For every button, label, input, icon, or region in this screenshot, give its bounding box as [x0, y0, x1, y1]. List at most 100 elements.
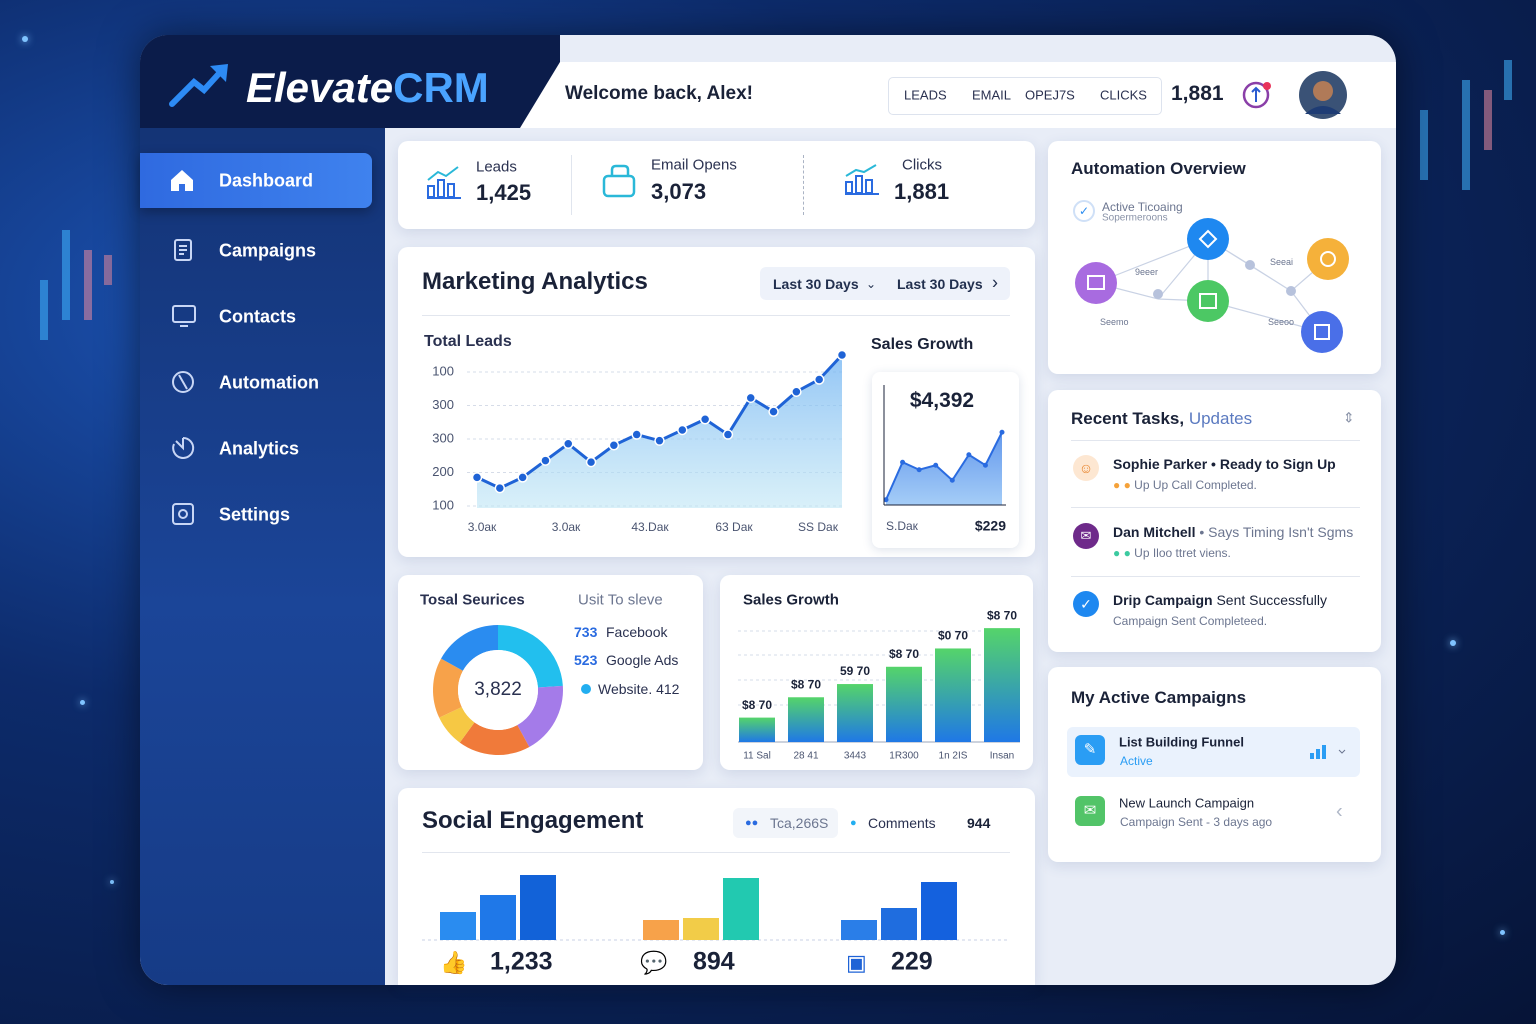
- point: [916, 467, 922, 473]
- social-icon: 💬: [640, 950, 668, 975]
- point: [966, 452, 972, 458]
- bg-dot: [22, 36, 28, 42]
- chart-title: Total Leads: [424, 333, 512, 350]
- bg-dot: [80, 700, 85, 705]
- filter[interactable]: Last 30 Days: [897, 276, 983, 292]
- bar: [480, 895, 516, 940]
- sort-icon[interactable]: ⇕: [1343, 409, 1355, 426]
- x-tick-label: 63 Daк: [715, 520, 753, 534]
- legend-dot: [581, 684, 591, 694]
- point: [791, 386, 802, 397]
- campaign-name: New Launch Campaign: [1119, 795, 1255, 811]
- group-total: 1,233: [490, 948, 553, 976]
- x-tick-label: 28 41: [793, 751, 818, 762]
- donut-center: 3,822: [474, 679, 522, 700]
- card-title: Marketing Analytics: [422, 268, 648, 295]
- tab[interactable]: CLICKS: [1100, 87, 1147, 103]
- x-tick-label: Insan: [990, 751, 1014, 762]
- task-status: Sent Successfully: [1216, 592, 1327, 608]
- group-total: 229: [891, 948, 933, 976]
- bg-candle: [1462, 80, 1470, 190]
- filter[interactable]: 944: [967, 815, 991, 831]
- bar: [984, 628, 1020, 742]
- task-icon: ☺: [1073, 455, 1099, 481]
- card-title: Tosal Seurices: [420, 591, 525, 609]
- filter-icon: ●●: [745, 817, 759, 829]
- kpi-label: Clicks: [902, 156, 942, 174]
- bar: [520, 875, 556, 940]
- status-text: Active Ticoaing: [1102, 200, 1183, 214]
- nav-item[interactable]: Dashboard: [219, 170, 314, 191]
- bar-label: $0 70: [938, 629, 968, 643]
- point: [631, 429, 642, 440]
- point: [999, 429, 1005, 435]
- bar-label: 59 70: [840, 664, 870, 678]
- card-title: My Active Campaigns: [1071, 688, 1247, 707]
- filter[interactable]: Last 30 Days: [773, 276, 859, 292]
- campaign-row-active[interactable]: [1067, 727, 1360, 777]
- y-tick-label: 100: [432, 363, 454, 378]
- filter-pill: [733, 808, 838, 838]
- brand-suffix: CRM: [393, 64, 489, 111]
- point: [699, 414, 711, 425]
- divider: [571, 155, 572, 215]
- nav-item[interactable]: Campaigns: [219, 240, 317, 261]
- tab[interactable]: OPEJ7S: [1025, 87, 1075, 103]
- tab[interactable]: LEADS: [904, 87, 947, 103]
- brand-name: Elevate: [246, 64, 394, 111]
- title-muted: Updates: [1188, 409, 1253, 428]
- tab[interactable]: EMAIL: [972, 87, 1012, 103]
- y-tick-label: 200: [432, 464, 454, 479]
- filter[interactable]: Tca,266S: [770, 815, 829, 831]
- nav-item[interactable]: Automation: [219, 372, 319, 393]
- bg-candle: [1420, 110, 1428, 180]
- task-dots: ● ●: [1113, 478, 1135, 492]
- chevron[interactable]: ‹: [1336, 800, 1343, 823]
- campaign-signal: [1310, 745, 1346, 759]
- social-icon: ▣: [846, 950, 867, 975]
- point: [563, 438, 574, 449]
- kpi-value: 3,073: [651, 179, 707, 204]
- nav-item[interactable]: Analytics: [219, 438, 300, 459]
- bar: [935, 648, 971, 742]
- point: [745, 392, 756, 404]
- bar: [841, 920, 877, 940]
- node-label: 9eeer: [1135, 267, 1159, 277]
- group-total: 894: [693, 948, 735, 976]
- avatar[interactable]: [1298, 70, 1348, 120]
- task-status: • Ready to Sign Up: [1211, 456, 1336, 472]
- campaign-icon: ✉: [1075, 796, 1105, 826]
- bar: [683, 918, 719, 940]
- kpi-card: [398, 141, 1035, 229]
- nav-item[interactable]: Settings: [219, 504, 291, 525]
- divider: [422, 315, 1010, 316]
- task-icon: ✉: [1073, 523, 1099, 549]
- task-status: • Says Timing Isn't Sgms: [1199, 524, 1354, 540]
- divider: [1071, 507, 1360, 508]
- nav-icon: [174, 239, 192, 261]
- legend-label: Facebook: [606, 624, 668, 640]
- filter[interactable]: Comments: [868, 815, 936, 831]
- card-title: Sales Growth: [743, 591, 839, 609]
- task-detail-text: Up Iloo ttret viens.: [1134, 546, 1231, 560]
- bar: [881, 908, 917, 940]
- legend-label: Google Ads: [606, 652, 679, 668]
- welcome: Welcome back, Alex!: [565, 83, 753, 104]
- kpi-icon: [602, 164, 636, 198]
- bg-dot: [110, 880, 114, 884]
- task-detail: ● ● Up Iloo ttret viens.: [1113, 546, 1231, 560]
- point: [836, 349, 848, 361]
- notification-icon[interactable]: [1240, 78, 1274, 112]
- point: [982, 462, 988, 468]
- card-subtitle: Usit To sleve: [578, 591, 663, 609]
- kpi-icon: [427, 166, 461, 199]
- task-title: Dan Mitchell • Says Timing Isn't Sgms: [1113, 524, 1353, 540]
- y-tick-label: 300: [432, 397, 454, 412]
- donut-segment: [498, 625, 563, 688]
- task-dots: ● ●: [1113, 546, 1135, 560]
- bg-dot: [1450, 640, 1456, 646]
- bg-candle: [40, 280, 48, 340]
- nav-icon: [172, 503, 194, 525]
- card-title: Automation Overview: [1071, 159, 1246, 178]
- nav-item[interactable]: Contacts: [219, 306, 297, 327]
